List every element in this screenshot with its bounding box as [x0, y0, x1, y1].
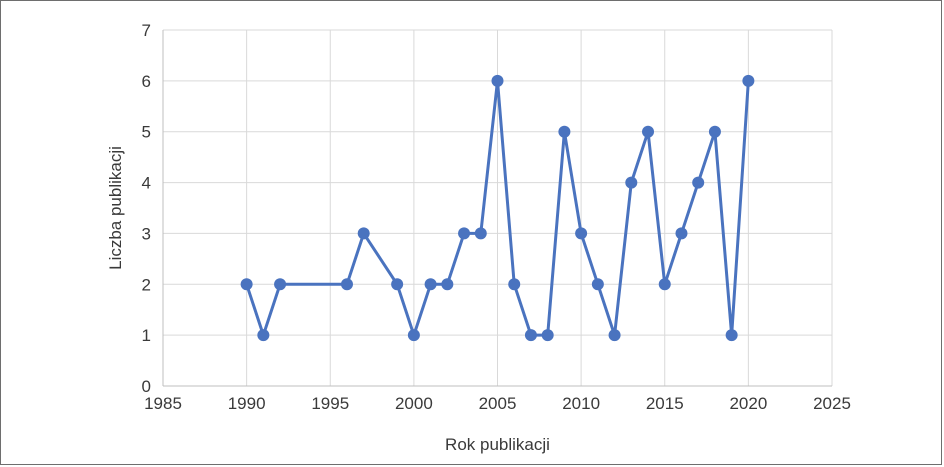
axes — [162, 30, 832, 387]
data-point — [642, 125, 655, 138]
data-point — [625, 176, 638, 189]
data-point — [424, 278, 437, 291]
data-point — [391, 278, 404, 291]
data-point — [441, 278, 454, 291]
x-tick-labels: 1985 1990 1995 2000 2005 2010 2015 2020 2025 — [144, 394, 851, 413]
x-tick-label: 1995 — [311, 394, 349, 413]
x-tick-label: 2025 — [813, 394, 851, 413]
data-point — [558, 125, 571, 138]
y-tick-label: 3 — [142, 224, 151, 243]
data-point — [708, 125, 721, 138]
data-point — [340, 278, 353, 291]
x-tick-label: 2020 — [729, 394, 767, 413]
y-tick-label: 7 — [142, 21, 151, 40]
data-point — [508, 278, 521, 291]
data-point — [474, 227, 487, 240]
y-tick-label: 2 — [142, 275, 151, 294]
data-point — [357, 227, 370, 240]
data-point — [692, 176, 705, 189]
data-point — [407, 329, 420, 342]
data-point — [274, 278, 287, 291]
x-axis-title: Rok publikacji — [445, 435, 550, 454]
data-point — [675, 227, 688, 240]
y-tick-label: 4 — [142, 174, 151, 193]
x-tick-label: 2015 — [646, 394, 684, 413]
data-point — [608, 329, 621, 342]
x-tick-label: 1985 — [144, 394, 182, 413]
data-point — [742, 74, 755, 87]
y-tick-label: 6 — [142, 72, 151, 91]
data-point — [575, 227, 588, 240]
data-point — [591, 278, 604, 291]
x-tick-label: 2010 — [562, 394, 600, 413]
series-group — [240, 74, 755, 342]
y-tick-labels: 0 1 2 3 4 5 6 7 — [142, 21, 151, 396]
x-tick-label: 2005 — [479, 394, 517, 413]
data-point — [458, 227, 471, 240]
data-point — [491, 74, 504, 87]
data-point — [725, 329, 738, 342]
y-tick-label: 0 — [142, 377, 151, 396]
data-point — [524, 329, 537, 342]
data-point — [541, 329, 554, 342]
y-tick-label: 5 — [142, 123, 151, 142]
data-point — [257, 329, 270, 342]
y-axis-title: Liczba publikacji — [106, 146, 125, 270]
data-point — [240, 278, 253, 291]
x-tick-label: 1990 — [228, 394, 266, 413]
x-tick-label: 2000 — [395, 394, 433, 413]
y-tick-label: 1 — [142, 326, 151, 345]
data-point — [658, 278, 671, 291]
